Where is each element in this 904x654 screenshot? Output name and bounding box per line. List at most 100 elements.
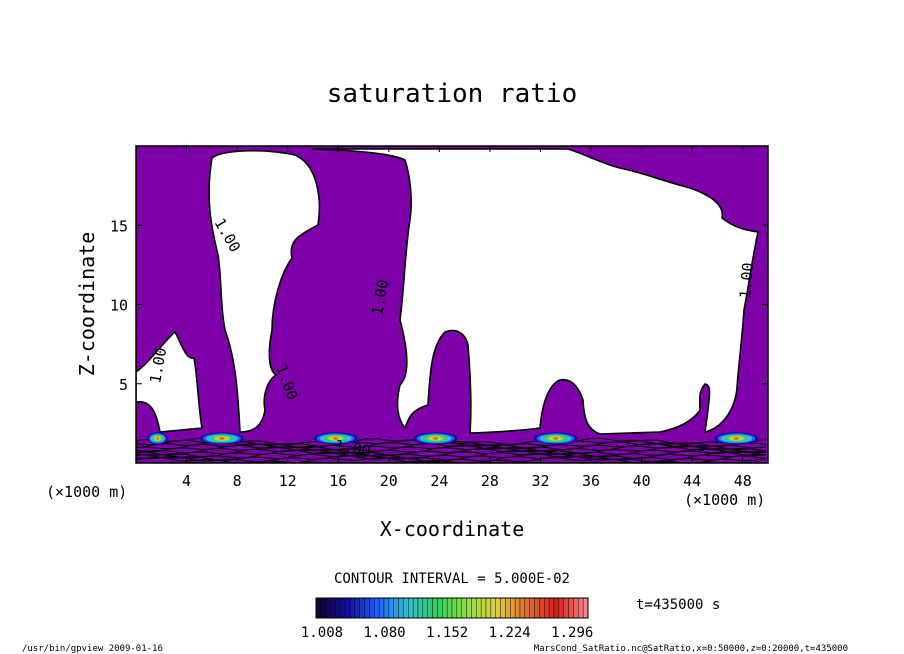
cloud-cores — [147, 432, 759, 445]
colorbar-cell — [568, 597, 574, 619]
x-tick-label: 4 — [182, 472, 191, 490]
colorbar-tick-label: 1.008 — [301, 625, 343, 641]
colorbar-cell — [514, 597, 521, 619]
ground-contour-line — [136, 448, 767, 456]
colorbar-cell — [578, 597, 584, 619]
colorbar-cell — [558, 597, 564, 619]
x-tick-label: 28 — [481, 472, 499, 490]
ground-contour-line — [136, 456, 767, 463]
colorbar-cell — [490, 597, 496, 619]
y-tick-label: 5 — [119, 376, 128, 394]
colorbar-cell — [563, 597, 569, 619]
colorbar-cell — [446, 597, 453, 619]
colorbar-cell — [315, 597, 322, 619]
colorbar-tick-label: 1.080 — [363, 625, 405, 641]
colorbar-cell — [383, 597, 390, 619]
x-tick-label: 24 — [430, 472, 448, 490]
colorbar-cell — [432, 597, 438, 619]
contour-label: 1.00 — [736, 262, 757, 300]
colorbar-cell — [354, 597, 360, 619]
colorbar — [315, 597, 589, 619]
colorbar-cell — [408, 597, 414, 619]
colorbar-cell — [505, 597, 511, 619]
x-tick-label: 8 — [233, 472, 242, 490]
colorbar-cell — [510, 597, 516, 619]
colorbar-cell — [349, 597, 356, 619]
colorbar-cell — [519, 597, 526, 619]
colorbar-cell — [422, 597, 428, 619]
colorbar-cell — [320, 597, 326, 619]
colorbar-cell — [330, 597, 336, 619]
colorbar-cell — [480, 597, 487, 619]
y-unit-label: (×1000 m) — [46, 483, 127, 501]
chart-title: saturation ratio — [327, 79, 577, 109]
colorbar-cell — [466, 597, 472, 619]
colorbar-cell — [374, 597, 380, 619]
colorbar-tick-label: 1.152 — [426, 625, 468, 641]
colorbar-cell — [471, 597, 477, 619]
cloud-core — [413, 432, 458, 445]
colorbar-cell — [393, 597, 399, 619]
colorbar-cell — [417, 597, 424, 619]
colorbar-cell — [344, 597, 351, 619]
x-axis: 4 8 12 16 20 24 28 32 36 40 44 48 — [182, 146, 752, 490]
colorbar-cell — [369, 597, 375, 619]
colorbar-cell — [553, 597, 560, 619]
contour-label: 1.00 — [333, 436, 372, 460]
colorbar-cell — [461, 597, 467, 619]
y-tick-label: 15 — [110, 217, 128, 235]
colorbar-cell — [378, 597, 385, 619]
x-tick-label: 16 — [329, 472, 347, 490]
y-tick-label: 10 — [110, 297, 128, 315]
contour-label: 1.00 — [146, 346, 170, 385]
footer-program: /usr/bin/gpview 2009-01-16 — [22, 644, 163, 654]
x-tick-label: 36 — [582, 472, 600, 490]
colorbar-cell — [325, 597, 331, 619]
colorbar-cell — [548, 597, 555, 619]
colorbar-cell — [437, 597, 443, 619]
contour-interval: CONTOUR INTERVAL = 5.000E-02 — [334, 571, 570, 587]
colorbar-cell — [573, 597, 579, 619]
ground-contour-line — [136, 437, 767, 446]
x-tick-label: 44 — [683, 472, 701, 490]
colorbar-cell — [451, 597, 458, 619]
colorbar-cell — [534, 597, 540, 619]
plot-area — [136, 146, 768, 463]
x-tick-label: 12 — [279, 472, 297, 490]
colorbar-tick-label: 1.296 — [551, 625, 593, 641]
y-axis-label: Z-coordinate — [75, 232, 99, 377]
colorbar-cell — [335, 597, 341, 619]
colorbar-cell — [442, 597, 448, 619]
cloud-core — [533, 432, 578, 445]
colorbar-cell — [495, 597, 501, 619]
cloud-core — [313, 432, 358, 445]
x-axis-label: X-coordinate — [380, 517, 525, 541]
colorbar-ticks: 1.008 1.080 1.152 1.224 1.296 — [301, 625, 593, 641]
contour-label: 1.00 — [368, 278, 392, 317]
x-unit-label: (×1000 m) — [684, 491, 765, 509]
colorbar-cell — [456, 597, 462, 619]
x-tick-label: 48 — [734, 472, 752, 490]
colorbar-cell — [529, 597, 535, 619]
y-axis: 5 10 15 — [110, 217, 768, 394]
colorbar-cell — [398, 597, 404, 619]
colorbar-cell — [388, 597, 394, 619]
cloud-core — [714, 432, 759, 445]
footer-source: MarsCond_SatRatio.nc@SatRatio,x=0:50000,… — [534, 644, 848, 654]
colorbar-tick-label: 1.224 — [489, 625, 531, 641]
x-tick-label: 40 — [633, 472, 651, 490]
colorbar-cell — [340, 597, 346, 619]
colorbar-cell — [544, 597, 550, 619]
colorbar-cell — [476, 597, 482, 619]
colorbar-cell — [403, 597, 409, 619]
colorbar-cell — [359, 597, 365, 619]
colorbar-cell — [412, 597, 419, 619]
colorbar-cell — [364, 597, 370, 619]
time-label: t=435000 s — [636, 597, 720, 613]
colorbar-cell — [539, 597, 545, 619]
x-tick-label: 32 — [531, 472, 549, 490]
cloud-core — [199, 432, 244, 445]
colorbar-cell — [485, 597, 492, 619]
colorbar-frame — [315, 597, 589, 619]
